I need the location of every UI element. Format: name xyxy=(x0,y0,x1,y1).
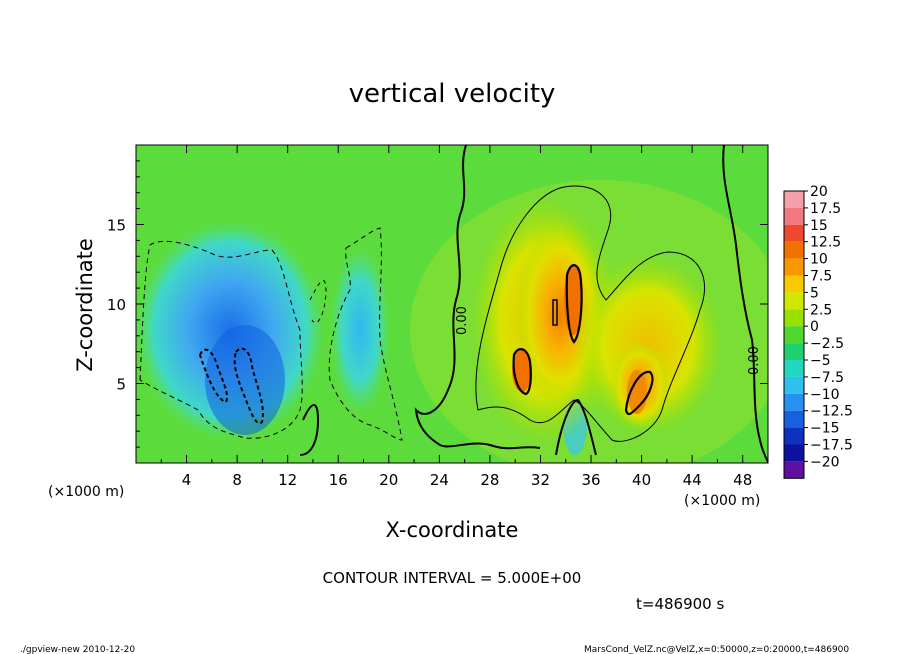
colorbar-label: −7.5 xyxy=(810,370,844,386)
x-tick-label: 16 xyxy=(329,471,348,489)
x-axis-label: X-coordinate xyxy=(386,518,519,542)
contour-label: 0.00 xyxy=(747,346,762,375)
x-tick-label: 40 xyxy=(632,471,651,489)
y-tick-label: 5 xyxy=(116,376,126,394)
x-tick-label: 20 xyxy=(379,471,398,489)
time-text: t=486900 s xyxy=(636,595,724,613)
x-axis: 4 8 12 16 20 24 28 32 36 40 44 48 xyxy=(135,145,769,489)
colorbar-label: −5 xyxy=(810,353,831,369)
x-tick-label: 12 xyxy=(278,471,297,489)
x-tick-label: 8 xyxy=(232,471,242,489)
y-axis: 5 10 15 xyxy=(107,160,768,448)
colorbar-swatch xyxy=(784,241,804,259)
colorbar-swatch xyxy=(784,224,804,242)
colorbar-swatch xyxy=(784,360,804,377)
contour-interval-text: CONTOUR INTERVAL = 5.000E+00 xyxy=(323,569,582,587)
colorbar-swatch xyxy=(784,461,804,479)
colorbar-label: 10 xyxy=(810,252,828,268)
colorbar-label: 15 xyxy=(810,218,828,234)
colorbar-swatch xyxy=(784,191,804,208)
colorbar-swatch xyxy=(784,427,804,445)
colorbar-swatch xyxy=(784,258,804,276)
x-tick-label: 24 xyxy=(430,471,449,489)
y-units-label: (×1000 m) xyxy=(48,484,124,500)
chart-title: vertical velocity xyxy=(349,79,556,109)
colorbar-label: 0 xyxy=(810,319,819,335)
colorbar: 2017.51512.5107.552.50−2.5−5−7.5−10−12.5… xyxy=(783,184,853,479)
x-tick-label: 4 xyxy=(182,471,192,489)
colorbar-label: −17.5 xyxy=(810,438,853,454)
colorbar-label: 5 xyxy=(810,285,819,301)
colorbar-swatch xyxy=(784,410,804,428)
colorbar-label: −15 xyxy=(810,421,840,437)
colorbar-label: −10 xyxy=(810,387,840,403)
colorbar-swatch xyxy=(784,309,804,327)
y-axis-label: Z-coordinate xyxy=(73,238,97,372)
x-tick-label: 32 xyxy=(531,471,550,489)
colorbar-swatch xyxy=(784,292,804,310)
y-tick-label: 10 xyxy=(107,296,126,314)
colorbar-frame xyxy=(783,190,805,479)
colorbar-swatch xyxy=(784,326,804,344)
colorbar-label: −12.5 xyxy=(810,404,853,420)
colorbar-swatch xyxy=(784,376,804,394)
colorbar-swatch xyxy=(784,444,804,462)
colorbar-swatch xyxy=(784,343,804,360)
contour-label: 0.00 xyxy=(455,306,470,335)
x-tick-label: 44 xyxy=(683,471,702,489)
x-units-label: (×1000 m) xyxy=(684,493,760,509)
colorbar-label: 12.5 xyxy=(810,235,841,251)
colorbar-swatch xyxy=(784,207,804,225)
colorbar-label: −20 xyxy=(810,454,840,470)
plot-area: 0.00 0.00 xyxy=(136,145,768,463)
x-tick-label: 36 xyxy=(581,471,600,489)
colorbar-swatch xyxy=(784,275,804,293)
colorbar-label: −2.5 xyxy=(810,336,844,352)
x-tick-label: 48 xyxy=(733,471,752,489)
contours xyxy=(139,145,768,463)
colorbar-label: 7.5 xyxy=(810,269,832,285)
colorbar-label: 17.5 xyxy=(810,201,841,217)
colorbar-swatch xyxy=(784,393,804,411)
y-tick-label: 15 xyxy=(107,217,126,235)
footer-right: MarsCond_VelZ.nc@VelZ,x=0:50000,z=0:2000… xyxy=(584,645,849,654)
colorbar-label: 2.5 xyxy=(810,302,832,318)
colorbar-label: 20 xyxy=(810,184,828,200)
x-tick-label: 28 xyxy=(480,471,499,489)
footer-left: ./gpview-new 2010-12-20 xyxy=(20,645,135,654)
